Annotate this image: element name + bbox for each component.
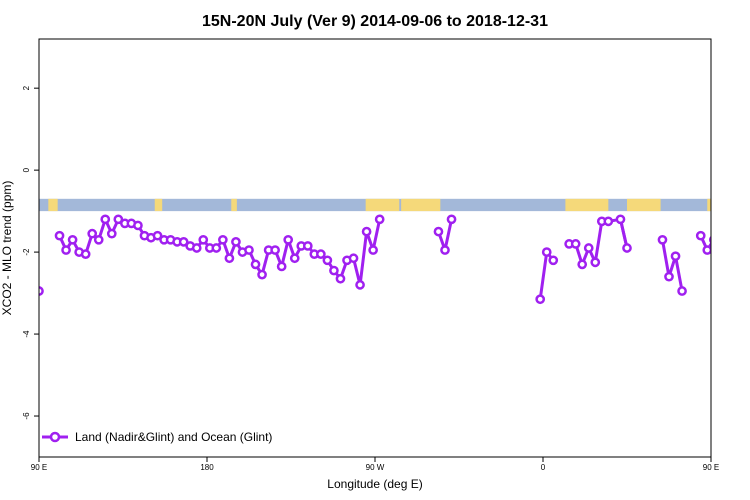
x-tick-label: 90 E [31,463,47,472]
data-point [657,234,668,245]
data-point [590,257,601,268]
data-point [198,234,209,245]
data-point [677,286,687,296]
data-point [355,280,365,290]
data-point [329,265,339,276]
series-layer [39,214,750,305]
y-tick-label: 2 [22,85,31,90]
legend: Land (Nadir&Glint) and Ocean (Glint) [42,430,272,444]
land-patch [154,198,163,212]
data-point [670,251,681,262]
y-tick-label: 0 [22,167,31,172]
data-point [440,245,450,255]
data-point [302,241,313,251]
x-tick-label: 0 [541,463,546,472]
legend-marker-swatch [49,431,61,443]
data-point [622,243,632,253]
data-point [80,249,91,259]
data-point [250,259,261,270]
land-ocean-strip [39,198,711,212]
data-point [374,214,385,225]
y-tick-label: -6 [22,412,31,420]
data-point [67,234,78,245]
x-axis: 90 E 180 90 W 0 90 E [31,457,719,472]
data-point [615,214,626,225]
data-point [446,214,457,225]
data-point [93,234,104,245]
data-point [368,245,378,255]
data-point [322,255,333,266]
data-point [583,243,594,253]
data-point [348,253,359,264]
data-point [743,216,750,223]
data-point [717,248,724,255]
y-axis-label: XCO2 - MLO trend (ppm) [0,181,14,316]
land-patch [627,198,661,212]
data-point [548,255,559,266]
data-point [283,234,294,245]
data-point [211,243,222,253]
data-point [541,247,552,257]
x-tick-label: 180 [200,463,214,472]
data-point [244,245,254,255]
data-point [257,269,267,280]
data-point [276,261,287,272]
land-patch [565,198,609,212]
data-point [695,230,706,241]
land-patch [231,198,237,212]
data-point [231,237,241,247]
data-point [570,239,581,249]
series-line [660,239,684,292]
chart-title: 15N-20N July (Ver 9) 2014-09-06 to 2018-… [202,13,548,30]
x-axis-label: Longitude (deg E) [327,477,422,491]
data-point [361,226,372,237]
data-point [702,245,711,255]
data-point [191,243,202,253]
data-point [178,237,189,247]
data-point [603,216,614,227]
data-point [224,253,235,264]
series-line [58,217,382,287]
data-point [270,245,280,255]
data-point [736,236,743,243]
data-point [54,230,65,241]
data-point [87,228,98,239]
data-point [723,251,730,258]
data-point [106,228,117,239]
x-tick-label: 90 W [366,463,385,472]
data-point [535,294,546,305]
y-tick-label: -4 [22,330,31,338]
legend-label: Land (Nadir&Glint) and Ocean (Glint) [75,430,272,444]
data-point [316,249,326,259]
y-axis: 2 0 -2 -4 -6 [22,85,39,420]
data-point [335,273,346,284]
data-point [100,214,111,225]
land-patch [48,198,58,212]
data-point [152,230,163,241]
data-point [664,271,674,282]
land-patch [365,198,400,212]
data-point [577,259,588,270]
data-point [113,214,124,225]
y-tick-label: -2 [22,248,31,256]
data-point [289,253,300,264]
data-point [218,234,228,245]
land-patch [707,198,711,212]
x-tick-label: 90 E [703,463,719,472]
data-point [61,245,71,255]
data-point [730,230,737,237]
data-point [433,226,444,237]
land-patch [401,198,441,212]
data-point [133,220,143,231]
